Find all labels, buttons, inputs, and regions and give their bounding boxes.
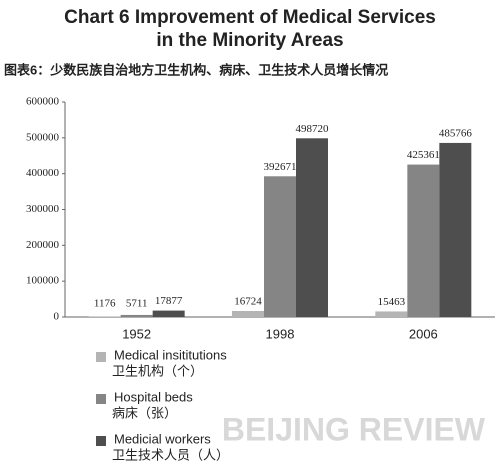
value-label: 485766 [439, 127, 473, 139]
legend-swatch [96, 352, 106, 362]
legend-label: Hospital beds [114, 389, 193, 404]
watermark: BEIJING REVIEW [222, 411, 486, 447]
value-label: 17877 [155, 295, 183, 307]
value-label: 1176 [94, 298, 116, 310]
y-tick-label: 0 [54, 311, 60, 323]
y-tick-label: 300000 [26, 203, 60, 215]
y-tick-label: 400000 [26, 167, 60, 179]
value-label: 16724 [234, 296, 262, 308]
y-tick-label: 600000 [26, 96, 60, 108]
chart-subtitle: 图表6：少数民族自治地方卫生机构、病床、卫生技术人员增长情况 [4, 62, 388, 77]
value-label: 392671 [264, 161, 297, 173]
y-tick-label: 200000 [26, 239, 60, 251]
chart-title: Chart 6 Improvement of Medical Services [64, 7, 436, 28]
legend-swatch [96, 394, 106, 404]
legend-label: Medicial workers [114, 431, 211, 446]
bar [407, 164, 440, 317]
bar [296, 138, 328, 317]
bar [232, 311, 264, 317]
x-tick-label: 2006 [409, 326, 438, 341]
value-label: 498720 [296, 123, 330, 135]
bar [375, 311, 408, 317]
legend-label: 卫生技术人员（人） [112, 447, 229, 462]
legend-label: Medical insititutions [114, 347, 227, 362]
legend-label: 病床（张） [112, 405, 177, 420]
value-label: 5711 [126, 298, 148, 310]
y-tick-label: 100000 [26, 275, 60, 287]
bar [152, 310, 185, 317]
x-tick-label: 1998 [266, 326, 295, 341]
bar [439, 142, 472, 317]
y-tick-label: 500000 [26, 131, 60, 143]
value-label: 425361 [407, 149, 440, 161]
bar [120, 314, 153, 317]
legend-label: 卫生机构（个） [112, 363, 203, 378]
x-tick-label: 1952 [122, 326, 151, 341]
bar [264, 176, 296, 317]
chart-title: in the Minority Areas [156, 30, 343, 51]
value-label: 15463 [378, 296, 406, 308]
legend-swatch [96, 436, 106, 446]
